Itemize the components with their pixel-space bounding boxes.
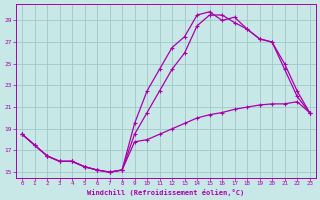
- X-axis label: Windchill (Refroidissement éolien,°C): Windchill (Refroidissement éolien,°C): [87, 189, 244, 196]
